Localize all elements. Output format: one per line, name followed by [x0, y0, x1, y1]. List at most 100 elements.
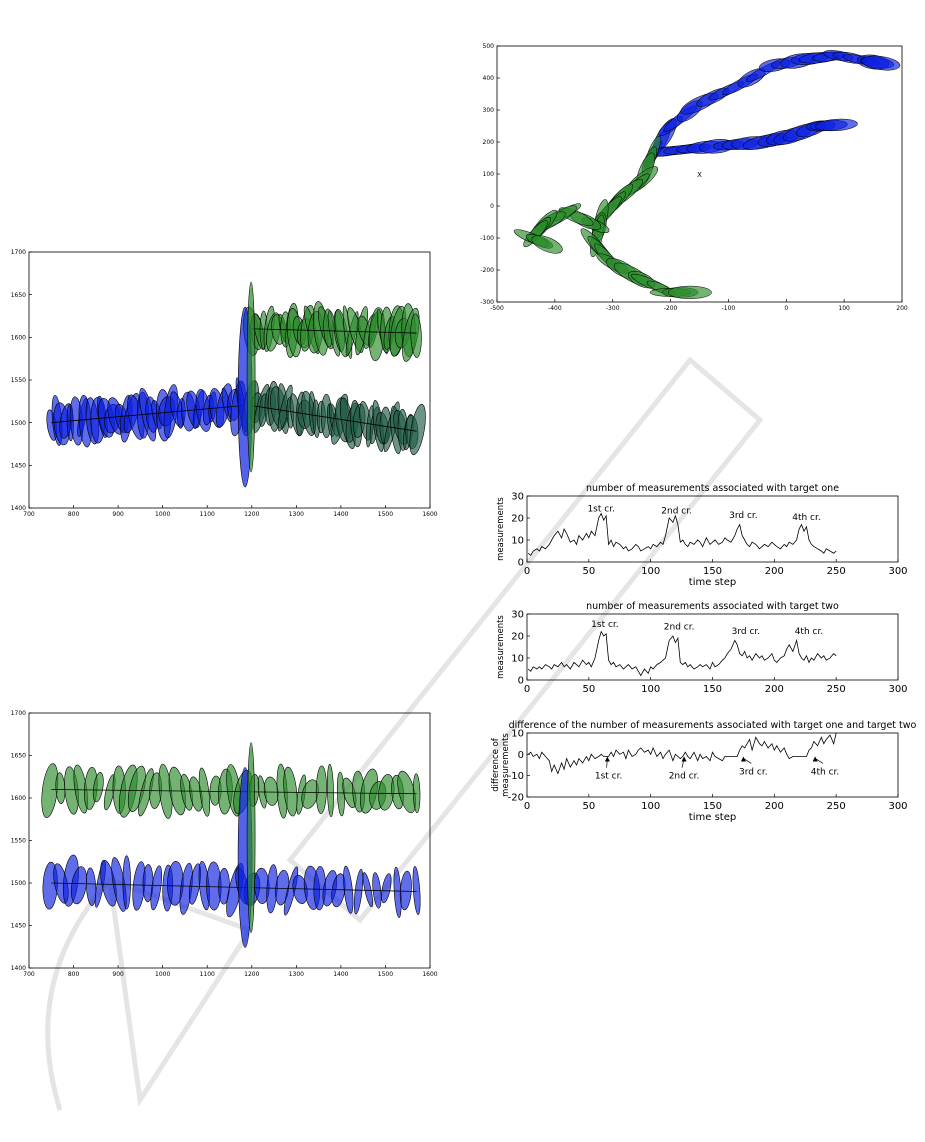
x-tick-label: 1100	[200, 971, 215, 978]
track-ellipse	[85, 867, 97, 906]
track-ellipse	[326, 763, 334, 818]
x-tick-label: 200	[765, 801, 784, 812]
track-ellipse	[412, 773, 421, 814]
x-tick-label: 250	[827, 684, 846, 695]
x-tick-label: 1600	[422, 511, 437, 518]
track-axis-frame	[28, 712, 431, 969]
y-tick-label: 400	[483, 75, 495, 82]
track-ellipse	[815, 118, 858, 132]
measurements-target-one-plot: 0 50 100 150 200 250 300 0 10 20 30 number of measu…	[496, 483, 908, 588]
x-tick-label: 900	[112, 511, 124, 518]
x-tick-label: 0	[524, 566, 530, 577]
y-tick-label: 0	[518, 676, 524, 687]
y-tick-label: 30	[511, 610, 524, 621]
y-tick-label: 1600	[11, 795, 26, 802]
y-axis-label: measurements	[496, 615, 506, 679]
chart-title: number of measurements associated with t…	[586, 601, 839, 612]
annotation-label: 2nd cr.	[669, 772, 700, 782]
x-tick-label: 1300	[289, 971, 304, 978]
x-tick-label: 1200	[244, 511, 259, 518]
measurements-target-two-plot: 0 50 100 150 200 250 300 0 10 20 30 number of measu…	[496, 601, 908, 695]
y-tick-label: 0	[518, 558, 524, 569]
x-tick-label: 50	[582, 801, 595, 812]
x-tick-label: 1000	[155, 971, 170, 978]
track-ellipse	[150, 865, 163, 911]
x-tick-label: 300	[888, 566, 907, 577]
track-mean-line	[251, 328, 417, 334]
x-tick-label: 1500	[378, 971, 393, 978]
x-tick-label: -100	[722, 305, 736, 312]
x-tick-label: 300	[888, 801, 907, 812]
x-tick-label: 1200	[244, 971, 259, 978]
y-tick-label: -300	[480, 299, 494, 306]
x-tick-label: 0	[524, 684, 530, 695]
track-ellipse	[667, 285, 712, 299]
track-ellipse	[412, 866, 421, 916]
crossing-ellipse	[246, 281, 256, 473]
track-ellipse	[315, 765, 327, 814]
annotation-label: 1st cr.	[591, 620, 619, 630]
track-plot-bottom: 700 800 900 1000 1100 1200 1300 1400 1500 1600 140…	[11, 710, 438, 978]
y-tick-label: 20	[511, 632, 524, 643]
x-tick-label: 50	[582, 566, 595, 577]
x-tick-label: 700	[23, 511, 35, 518]
x-tick-label: 100	[641, 801, 660, 812]
annotation-label: 3rd cr.	[732, 627, 761, 637]
annotation-arrowhead	[681, 756, 687, 762]
x-tick-label: -200	[664, 305, 678, 312]
track-mean-line	[251, 405, 417, 432]
y-tick-label: 300	[483, 107, 495, 114]
x-axis-label: time step	[689, 577, 736, 588]
x-tick-label: 1400	[333, 511, 348, 518]
y-tick-label: 1400	[11, 505, 26, 512]
x-tick-label: 200	[765, 566, 784, 577]
annotation-label: 2nd cr.	[661, 507, 692, 517]
y-tick-label: 1500	[11, 420, 26, 427]
x-tick-label: 250	[827, 566, 846, 577]
track-ellipse	[122, 855, 131, 910]
track-ellipse	[362, 872, 373, 908]
y-tick-label: 10	[511, 654, 524, 665]
y-tick-label: -100	[480, 235, 494, 242]
line-axis-frame	[526, 495, 899, 563]
y-tick-label: 1600	[11, 334, 26, 341]
y-tick-label: -200	[480, 267, 494, 274]
annotation-arrowhead	[740, 756, 746, 762]
x-axis-label: time step	[689, 812, 736, 823]
crossing-ellipse	[246, 742, 256, 933]
line-axis-frame	[526, 732, 899, 798]
x-tick-label: 1600	[422, 971, 437, 978]
y-tick-label: -20	[508, 793, 524, 804]
y-tick-label: 1650	[11, 753, 26, 760]
x-tick-label: 0	[784, 305, 788, 312]
annotation-label: 3rd cr.	[739, 767, 768, 777]
x-tick-label: 800	[68, 971, 80, 978]
annotation-label: 1st cr.	[595, 772, 623, 782]
y-tick-label: 100	[483, 171, 495, 178]
x-tick-label: 1500	[378, 511, 393, 518]
y-tick-label: 0	[518, 750, 524, 761]
x-tick-label: 1400	[333, 971, 348, 978]
annotation-arrowhead	[604, 756, 610, 762]
track-ellipse	[531, 235, 563, 254]
watermark-logo	[45, 356, 764, 1111]
x-tick-label: 250	[827, 801, 846, 812]
track-ellipse	[92, 772, 104, 803]
x-tick-label: 150	[703, 684, 722, 695]
y-tick-label: 0	[490, 203, 494, 210]
y-tick-label: 1450	[11, 923, 26, 930]
y-tick-label: 10	[511, 536, 524, 547]
y-axis-label: difference of	[491, 737, 501, 792]
track-mean-line	[51, 882, 417, 892]
series-line	[527, 512, 837, 557]
x-tick-label: -500	[490, 305, 504, 312]
y-tick-label: 10	[511, 729, 524, 740]
annotation-label: 3rd cr.	[729, 511, 758, 521]
line-axis-frame	[526, 613, 899, 681]
chart-title: difference of the number of measurements…	[509, 720, 917, 731]
track-ellipse	[410, 313, 422, 358]
x-tick-label: 50	[582, 684, 595, 695]
track-mean-line	[51, 405, 243, 424]
